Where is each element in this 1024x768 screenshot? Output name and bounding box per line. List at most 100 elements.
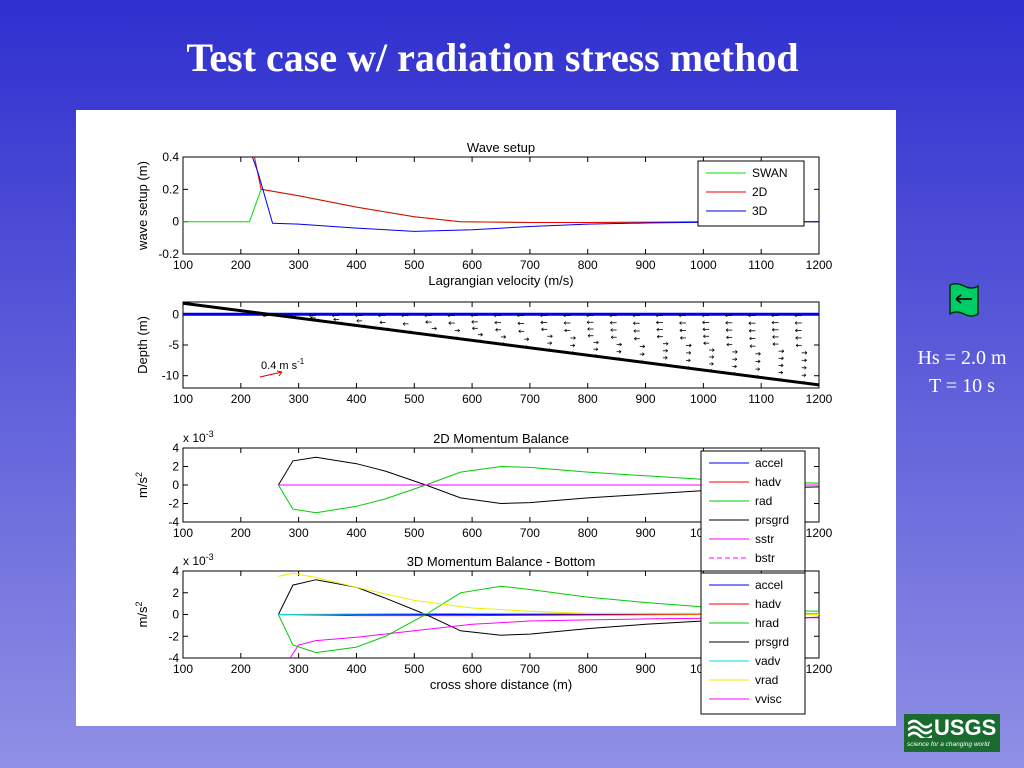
x-tick-label: 800 xyxy=(578,526,598,540)
x-tick-label: 1100 xyxy=(748,392,774,406)
velocity-arrowhead xyxy=(734,357,738,361)
x-tick-label: 1100 xyxy=(748,258,774,272)
velocity-arrowhead xyxy=(471,320,474,324)
velocity-arrowhead xyxy=(795,328,798,333)
velocity-arrowhead xyxy=(780,370,784,375)
x-tick-label: 1200 xyxy=(806,392,833,406)
series-line-hrad xyxy=(277,585,819,654)
velocity-arrowhead xyxy=(710,369,714,373)
scale-note: x 10-3 xyxy=(183,552,214,568)
usgs-tagline: science for a changing world xyxy=(907,741,990,748)
y-tick-label: -0.2 xyxy=(158,247,179,261)
velocity-arrowhead xyxy=(333,317,336,322)
legend-label: hrad xyxy=(755,616,779,630)
flag-icon[interactable] xyxy=(944,281,984,321)
chart-1: 100 200 300 400 500 600 700 800 900 1000 1100 1200 -… xyxy=(135,140,833,288)
usgs-wordmark: USGS xyxy=(934,715,997,740)
x-tick-label: 1000 xyxy=(690,392,717,406)
x-tick-label: 700 xyxy=(520,392,540,406)
velocity-arrowhead xyxy=(401,313,404,318)
scale-arrowhead xyxy=(276,370,283,377)
x-tick-label: 1200 xyxy=(806,258,833,272)
velocity-arrowhead xyxy=(772,335,775,339)
velocity-arrowhead xyxy=(433,333,436,337)
velocity-arrowhead xyxy=(725,328,729,332)
velocity-arrowhead xyxy=(480,332,483,337)
velocity-arrowhead xyxy=(803,380,806,385)
velocity-arrowhead xyxy=(540,320,544,325)
x-tick-label: 600 xyxy=(462,662,482,676)
velocity-arrowhead xyxy=(618,357,621,361)
y-tick-label: 4 xyxy=(172,564,179,578)
x-tick-label: 900 xyxy=(636,258,656,272)
legend-label: 3D xyxy=(752,204,768,218)
scale-note: x 10-3 xyxy=(183,429,214,445)
velocity-arrowhead xyxy=(656,334,660,339)
series-line-prsgrd xyxy=(277,456,819,505)
y-tick-label: 0 xyxy=(172,608,179,622)
legend-box xyxy=(700,450,806,574)
velocity-arrowhead xyxy=(493,313,497,318)
velocity-arrowhead xyxy=(472,326,475,331)
y-tick-label: 2 xyxy=(172,586,179,600)
legend-label: vrad xyxy=(755,673,778,687)
velocity-arrowhead xyxy=(632,313,635,318)
velocity-arrowhead xyxy=(387,327,390,332)
chart-title: Wave setup xyxy=(467,140,535,155)
velocity-arrowhead xyxy=(679,328,683,333)
legend: accel hadv rad prsgrd sstr bstr xyxy=(700,450,806,574)
y-tick-label: 0 xyxy=(172,215,179,229)
velocity-arrowhead xyxy=(735,350,738,354)
velocity-arrowhead xyxy=(772,342,776,346)
velocity-arrowhead xyxy=(634,336,637,341)
velocity-arrowhead xyxy=(596,340,599,345)
y-tick-label: 2 xyxy=(172,460,179,474)
velocity-arrowhead xyxy=(688,351,692,355)
velocity-arrowhead xyxy=(795,343,799,348)
velocity-arrowhead xyxy=(587,333,591,338)
x-tick-label: 800 xyxy=(578,258,598,272)
velocity-arrowhead xyxy=(803,373,807,378)
velocity-arrowhead xyxy=(572,351,575,355)
velocity-arrowhead xyxy=(780,377,783,382)
velocity-arrowhead xyxy=(757,374,760,379)
velocity-arrowhead xyxy=(804,351,808,355)
legend-label: accel xyxy=(755,578,783,592)
velocity-arrowhead xyxy=(364,324,367,329)
velocity-arrowhead xyxy=(749,344,753,348)
x-tick-label: 1000 xyxy=(690,258,717,272)
velocity-arrowhead xyxy=(448,321,451,325)
velocity-arrowhead xyxy=(726,335,729,340)
velocity-arrowhead xyxy=(424,313,427,318)
x-axis-label: cross shore distance (m) xyxy=(430,677,572,692)
x-tick-label: 200 xyxy=(231,662,251,676)
velocity-arrowhead xyxy=(688,358,691,363)
figure-panel: 100 200 300 400 500 600 700 800 900 1000 1100 1200-… xyxy=(76,110,896,726)
slide-title: Test case w/ radiation stress method xyxy=(186,35,799,80)
plot-area xyxy=(183,302,819,387)
velocity-arrowhead xyxy=(517,321,521,326)
y-axis-label: wave setup (m) xyxy=(135,161,150,251)
y-tick-label: 0.4 xyxy=(162,150,179,164)
velocity-arrowhead xyxy=(794,321,798,325)
velocity-arrowhead xyxy=(457,328,460,333)
x-tick-label: 300 xyxy=(289,526,309,540)
velocity-arrowhead xyxy=(618,349,622,354)
y-tick-label: -4 xyxy=(168,651,179,665)
velocity-arrowhead xyxy=(563,313,566,318)
x-tick-label: 600 xyxy=(462,392,482,406)
scale-arrow xyxy=(259,371,283,378)
legend-label: hadv xyxy=(755,597,781,611)
legend-label: prsgrd xyxy=(755,635,789,649)
figure-svg: 100 200 300 400 500 600 700 800 900 1000 1100 1200-… xyxy=(134,140,833,715)
velocity-arrowhead xyxy=(595,347,599,352)
x-tick-label: 500 xyxy=(404,392,424,406)
legend-label: accel xyxy=(755,456,783,470)
x-tick-label: 500 xyxy=(404,662,424,676)
velocity-arrowhead xyxy=(804,358,807,363)
y-tick-label: 0 xyxy=(172,307,179,321)
velocity-arrowhead xyxy=(287,314,290,319)
velocity-arrowhead xyxy=(703,341,706,345)
velocity-arrowhead xyxy=(748,329,752,333)
velocity-arrowhead xyxy=(656,327,659,332)
